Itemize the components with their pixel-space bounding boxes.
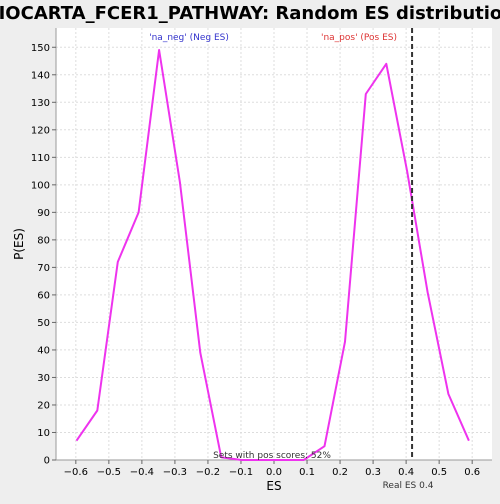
x-tick-label: 0.1: [299, 467, 315, 478]
y-tick-label: 120: [31, 125, 50, 136]
x-tick-label: 0.0: [266, 467, 282, 478]
x-tick-label: −0.1: [229, 467, 253, 478]
es-distribution-line: [75, 49, 470, 461]
y-tick-label: 40: [37, 345, 50, 356]
x-tick-label: −0.3: [163, 467, 187, 478]
y-tick-label: 70: [37, 263, 50, 274]
chart-title: BIOCARTA_FCER1_PATHWAY: Random ES distri…: [0, 3, 500, 24]
x-tick-label: 0.3: [365, 467, 381, 478]
y-tick-label: 130: [31, 98, 50, 109]
y-tick-label: 60: [37, 290, 50, 301]
x-tick-label: 0.6: [464, 467, 480, 478]
x-axis-label: ES: [266, 479, 281, 493]
x-tick-label: −0.2: [196, 467, 220, 478]
grid: [56, 28, 492, 461]
y-tick-label: 90: [37, 208, 50, 219]
y-tick-label: 100: [31, 180, 50, 191]
y-tick-label: 110: [31, 153, 50, 164]
y-tick-label: 20: [37, 400, 50, 411]
y-tick-label: 140: [31, 70, 50, 81]
y-tick-label: 30: [37, 373, 50, 384]
x-tick-label: 0.4: [398, 467, 414, 478]
y-tick-label: 80: [37, 235, 50, 246]
y-axis-label: P(ES): [12, 228, 26, 260]
x-tick-label: −0.6: [64, 467, 88, 478]
pos-es-label: 'na_pos' (Pos ES): [321, 33, 397, 43]
y-tick-label: 150: [31, 43, 50, 54]
neg-es-label: 'na_neg' (Neg ES): [149, 33, 229, 43]
y-tick-label: 10: [37, 428, 50, 439]
x-tick-label: 0.2: [332, 467, 348, 478]
series-layer: [75, 49, 470, 461]
pos-scores-label: Sets with pos scores: 52%: [213, 451, 331, 461]
y-tick-label: 0: [44, 456, 50, 467]
real-es-label: Real ES 0.4: [383, 481, 434, 491]
x-tick-label: −0.5: [97, 467, 121, 478]
tick-labels: −0.6 −0.5 −0.4 −0.3 −0.2 −0.1 0.0 0.1 0.2 0.3 0.4 0…: [31, 43, 480, 478]
y-tick-label: 50: [37, 318, 50, 329]
x-tick-label: −0.4: [130, 467, 154, 478]
x-tick-label: 0.5: [431, 467, 447, 478]
